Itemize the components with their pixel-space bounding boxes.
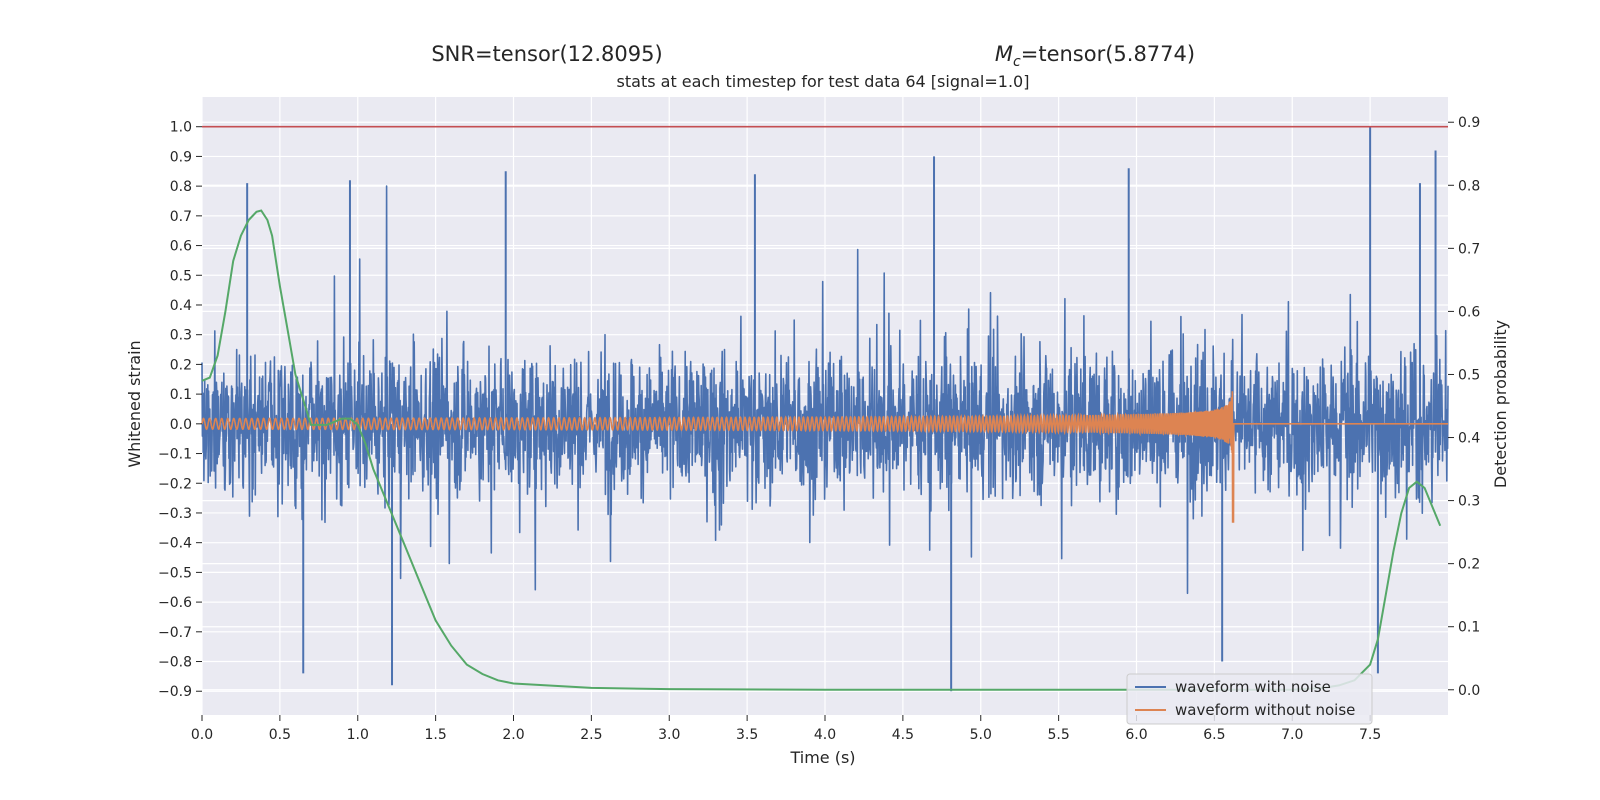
- y-tick-label: 0.8: [170, 179, 192, 195]
- x-tick-label: 2.0: [502, 727, 524, 743]
- y-axis-left: 1.0 0.9 0.8 0.7 0.6 0.5 0.4 0.3 0.2 0.1 0.0 −0.1 −0.…: [158, 120, 202, 700]
- series-detection-probability: [201, 209, 1442, 691]
- x-tick-label: 0.5: [269, 727, 291, 743]
- y2-tick-label: 0.5: [1458, 367, 1480, 383]
- y-tick-label: −0.8: [158, 655, 192, 671]
- y-tick-label: 1.0: [170, 120, 192, 136]
- legend-box: [1126, 673, 1373, 725]
- y-tick-label: 0.9: [170, 149, 192, 165]
- x-tick-label: 7.5: [1359, 727, 1381, 743]
- chirp-mass-value: =tensor(5.8774): [1021, 42, 1195, 66]
- y-axis-right: 0.9 0.8 0.7 0.6 0.5 0.4 0.3 0.2 0.1 0.0: [1448, 115, 1480, 699]
- y-tick-label: −0.7: [158, 625, 192, 641]
- y-tick-label: −0.2: [158, 476, 192, 492]
- x-tick-label: 3.5: [736, 727, 758, 743]
- probability-line: [201, 209, 1442, 691]
- x-axis: 0.0 0.5 1.0 1.5 2.0 2.5 3.0 3.5 4.0 4.5 5.0 5.5 6.0 6…: [191, 715, 1381, 743]
- x-tick-label: 5.0: [970, 727, 992, 743]
- y2-axis-label: Detection probability: [1491, 320, 1510, 488]
- y2-tick-label: 0.3: [1458, 494, 1480, 510]
- legend-label-with-noise: waveform with noise: [1175, 678, 1331, 696]
- series-waveform-with-noise: [201, 126, 1449, 692]
- legend: waveform with noise waveform without noi…: [1126, 673, 1373, 725]
- y2-tick-label: 0.6: [1458, 304, 1480, 320]
- y-tick-label: 0.5: [170, 268, 192, 284]
- y-tick-label: 0.7: [170, 209, 192, 225]
- y-axis-label: Whitened strain: [125, 340, 144, 467]
- y2-tick-label: 0.0: [1458, 683, 1480, 699]
- suptitle-chirp-mass: Mc=tensor(5.8774): [995, 42, 1195, 70]
- y2-tick-label: 0.2: [1458, 557, 1480, 573]
- y-tick-label: −0.3: [158, 506, 192, 522]
- chirp-line: [201, 391, 1448, 523]
- chirp-mass-subscript: c: [1013, 54, 1021, 70]
- x-tick-label: 2.5: [580, 727, 602, 743]
- x-tick-label: 3.0: [658, 727, 680, 743]
- y-tick-label: −0.6: [158, 595, 192, 611]
- x-tick-label: 5.5: [1047, 727, 1069, 743]
- x-tick-label: 4.0: [814, 727, 836, 743]
- y-tick-label: 0.3: [170, 328, 192, 344]
- chart-title: stats at each timestep for test data 64 …: [617, 72, 1030, 91]
- y2-tick-label: 0.1: [1458, 620, 1480, 636]
- y-tick-label: 0.2: [170, 357, 192, 373]
- x-tick-label: 1.0: [347, 727, 369, 743]
- y-tick-label: −0.9: [158, 684, 192, 700]
- series-waveform-without-noise: [201, 391, 1448, 523]
- chirp-mass-symbol: M: [995, 42, 1013, 66]
- y-tick-label: 0.6: [170, 239, 192, 255]
- y-tick-label: −0.5: [158, 565, 192, 581]
- y-tick-label: −0.4: [158, 536, 192, 552]
- y-tick-label: 0.4: [170, 298, 192, 314]
- y-tick-label: 0.0: [170, 417, 192, 433]
- x-tick-label: 1.5: [424, 727, 446, 743]
- legend-label-without-noise: waveform without noise: [1175, 701, 1355, 719]
- y2-tick-label: 0.9: [1458, 115, 1480, 131]
- x-tick-label: 7.0: [1281, 727, 1303, 743]
- y-tick-label: 0.1: [170, 387, 192, 403]
- x-tick-label: 0.0: [191, 727, 213, 743]
- x-tick-label: 6.5: [1203, 727, 1225, 743]
- suptitle-snr: SNR=tensor(12.8095): [431, 42, 662, 66]
- x-axis-label: Time (s): [789, 748, 855, 767]
- x-tick-label: 4.5: [892, 727, 914, 743]
- y2-tick-label: 0.7: [1458, 241, 1480, 257]
- y2-tick-label: 0.4: [1458, 431, 1480, 447]
- x-tick-label: 6.0: [1125, 727, 1147, 743]
- noisy-strain-line: [201, 185, 1449, 595]
- y2-tick-label: 0.8: [1458, 178, 1480, 194]
- y-tick-label: −0.1: [158, 447, 192, 463]
